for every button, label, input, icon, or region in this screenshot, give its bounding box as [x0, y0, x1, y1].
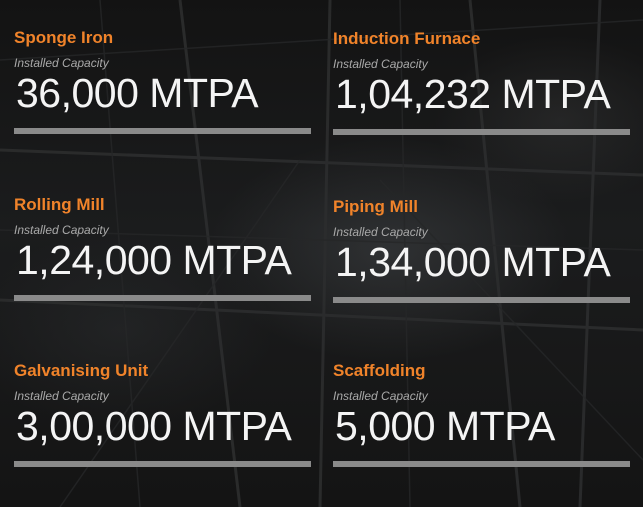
card-title: Galvanising Unit — [14, 361, 149, 380]
card-divider-bar — [333, 297, 630, 303]
card-label: Installed Capacity — [333, 389, 428, 403]
card-title: Rolling Mill — [14, 195, 105, 214]
card-divider-bar — [14, 295, 311, 301]
card-label: Installed Capacity — [14, 56, 109, 70]
card-title: Piping Mill — [333, 197, 418, 216]
card-label: Installed Capacity — [333, 225, 428, 239]
card-label: Installed Capacity — [14, 223, 109, 237]
card-value: 36,000 MTPA — [16, 70, 259, 116]
capacity-card-piping-mill: Piping Mill Installed Capacity 1,34,000 … — [333, 197, 630, 303]
card-value: 5,000 MTPA — [335, 403, 555, 449]
capacity-card-galvanising-unit: Galvanising Unit Installed Capacity 3,00… — [14, 361, 311, 467]
card-label: Installed Capacity — [14, 389, 109, 403]
card-value: 1,24,000 MTPA — [16, 237, 292, 283]
card-title: Induction Furnace — [333, 29, 481, 48]
capacity-card-scaffolding: Scaffolding Installed Capacity 5,000 MTP… — [333, 361, 630, 467]
card-divider-bar — [14, 128, 311, 134]
card-divider-bar — [14, 461, 311, 467]
capacity-card-sponge-iron: Sponge Iron Installed Capacity 36,000 MT… — [14, 28, 311, 134]
card-value: 1,34,000 MTPA — [335, 239, 611, 285]
card-divider-bar — [333, 461, 630, 467]
capacity-card-rolling-mill: Rolling Mill Installed Capacity 1,24,000… — [14, 195, 311, 301]
card-title: Scaffolding — [333, 361, 426, 380]
card-divider-bar — [333, 129, 630, 135]
capacity-card-induction-furnace: Induction Furnace Installed Capacity 1,0… — [333, 29, 630, 135]
card-value: 3,00,000 MTPA — [16, 403, 292, 449]
card-label: Installed Capacity — [333, 57, 428, 71]
card-title: Sponge Iron — [14, 28, 114, 47]
card-value: 1,04,232 MTPA — [335, 71, 611, 117]
